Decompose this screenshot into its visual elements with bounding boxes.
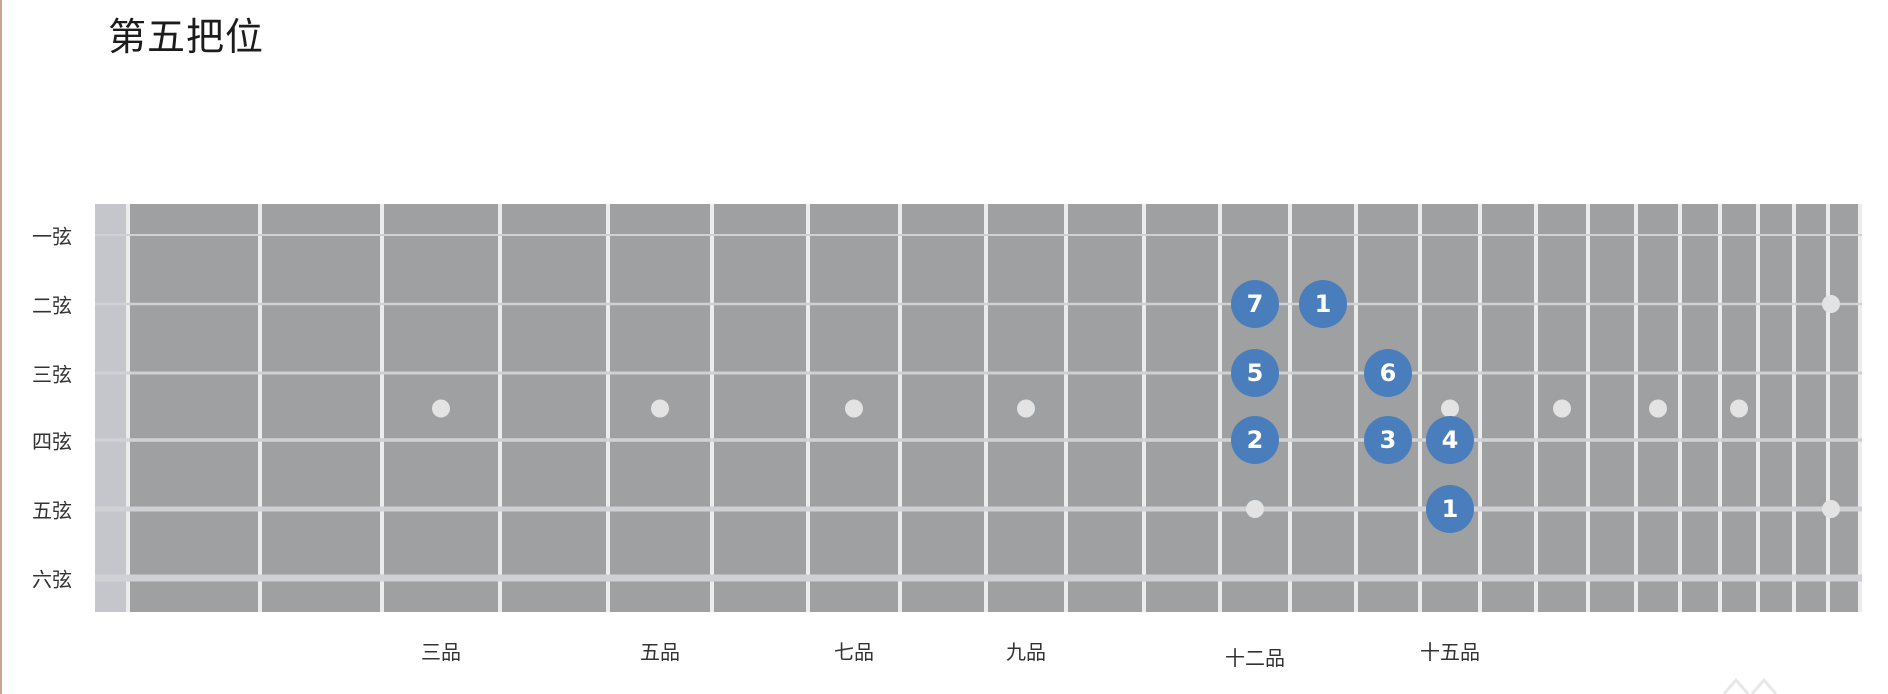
fretboard-background <box>95 204 1862 612</box>
corner-decoration <box>1722 677 1778 694</box>
fret-wire-20 <box>1718 204 1722 612</box>
note-label: 1 <box>1442 495 1459 523</box>
fret-wire-0 <box>126 204 130 612</box>
page-left-border <box>0 0 2 694</box>
nut <box>95 204 128 612</box>
fret-wire-22 <box>1792 204 1796 612</box>
inlay-dot <box>1649 399 1667 418</box>
inlay-dot <box>1553 399 1571 418</box>
inlay-dot <box>1730 399 1748 418</box>
fret-wire-24 <box>1858 204 1862 612</box>
fret-label: 九品 <box>1006 640 1046 664</box>
note-marker: 1 <box>1299 280 1347 328</box>
fret-wire-14 <box>1418 204 1422 612</box>
fret-label: 十二品 <box>1225 646 1285 670</box>
fret-wire-11 <box>1218 204 1222 612</box>
note-label: 6 <box>1380 359 1397 387</box>
page-title: 第五把位 <box>108 15 265 59</box>
note-marker: 1 <box>1426 485 1474 533</box>
fret-wire-17 <box>1586 204 1590 612</box>
fret-wire-12 <box>1288 204 1292 612</box>
inlay-dot <box>845 399 863 418</box>
fret-wire-10 <box>1142 204 1146 612</box>
fret-wire-8 <box>984 204 988 612</box>
inlay-dot <box>651 399 669 418</box>
note-marker: 2 <box>1231 416 1279 464</box>
fret-wire-7 <box>898 204 902 612</box>
fret-label: 十五品 <box>1420 640 1480 664</box>
string-label: 四弦 <box>32 429 72 454</box>
note-marker: 3 <box>1364 416 1412 464</box>
fret-wire-9 <box>1064 204 1068 612</box>
fret-label: 三品 <box>421 640 461 664</box>
inlay-dot <box>1246 500 1264 518</box>
fret-label: 七品 <box>834 640 874 664</box>
note-label: 7 <box>1247 290 1264 318</box>
note-label: 4 <box>1442 426 1459 454</box>
note-label: 5 <box>1247 359 1264 387</box>
note-label: 3 <box>1380 426 1397 454</box>
string-label: 二弦 <box>32 293 72 318</box>
note-label: 2 <box>1247 426 1264 454</box>
inlay-dot <box>1017 399 1035 418</box>
string-label: 六弦 <box>32 567 72 592</box>
note-marker: 6 <box>1364 349 1412 397</box>
string-label: 三弦 <box>32 362 72 387</box>
fret-wire-1 <box>258 204 262 612</box>
note-marker: 4 <box>1426 416 1474 464</box>
string-label: 五弦 <box>32 498 72 523</box>
inlay-dot <box>432 399 450 418</box>
fret-wire-4 <box>606 204 610 612</box>
fret-wire-19 <box>1678 204 1682 612</box>
fret-wire-13 <box>1354 204 1358 612</box>
note-marker: 7 <box>1231 280 1279 328</box>
fret-wire-16 <box>1534 204 1538 612</box>
fret-label: 五品 <box>640 640 680 664</box>
fret-wire-21 <box>1756 204 1760 612</box>
inlay-dot <box>1441 399 1459 418</box>
fret-wire-3 <box>498 204 502 612</box>
fret-wire-6 <box>806 204 810 612</box>
note-label: 1 <box>1315 290 1332 318</box>
fret-wire-23 <box>1826 204 1830 612</box>
fret-wire-15 <box>1478 204 1482 612</box>
fret-wire-2 <box>380 204 384 612</box>
fret-wire-18 <box>1634 204 1638 612</box>
inlay-dot <box>1822 295 1840 313</box>
inlay-dot <box>1822 500 1840 518</box>
string-label: 一弦 <box>32 224 72 249</box>
fret-wire-5 <box>710 204 714 612</box>
note-marker: 5 <box>1231 349 1279 397</box>
